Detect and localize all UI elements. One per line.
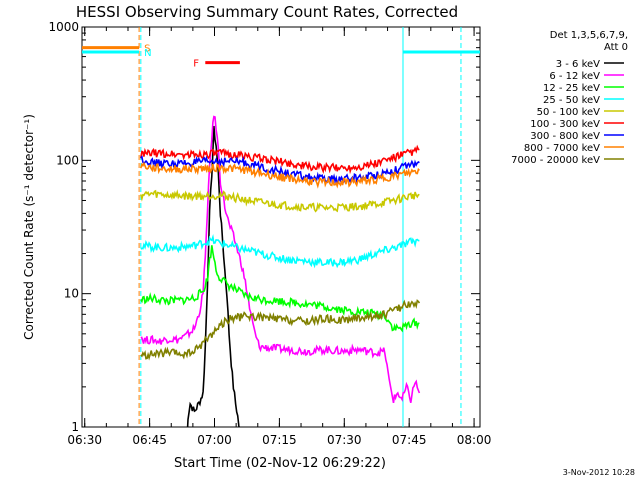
x-tick-label: 06:45 — [132, 433, 167, 447]
legend-label: 100 - 300 keV — [530, 119, 600, 130]
flag-label: S — [144, 44, 150, 55]
legend-label: 6 - 12 keV — [549, 71, 600, 82]
legend-label: 50 - 100 keV — [537, 107, 601, 118]
x-tick-label: 07:15 — [262, 433, 297, 447]
legend-label: 12 - 25 keV — [543, 83, 600, 94]
series-line — [140, 189, 420, 213]
series-line — [140, 144, 420, 175]
legend-label: 800 - 7000 keV — [524, 143, 600, 154]
chart-title: HESSI Observing Summary Count Rates, Cor… — [76, 3, 458, 21]
flag-label: F — [193, 59, 199, 70]
x-tick-label: 06:30 — [67, 433, 102, 447]
y-tick-label: 1 — [71, 420, 79, 434]
legend-label: 3 - 6 keV — [556, 59, 600, 70]
x-tick-label: 07:30 — [327, 433, 362, 447]
x-tick-label: 07:45 — [392, 433, 427, 447]
plot-frame — [81, 26, 481, 428]
x-axis-label: Start Time (02-Nov-12 06:29:22) — [174, 456, 386, 471]
x-tick-label: 07:00 — [197, 433, 232, 447]
legend-label: 300 - 800 keV — [530, 131, 600, 142]
series-line — [186, 125, 240, 427]
series-line — [140, 299, 421, 361]
series-line — [140, 245, 420, 333]
flag-label: N — [144, 48, 151, 59]
footer-date: 3-Nov-2012 10:28 — [563, 468, 635, 477]
legend-header-line-1: Det 1,3,5,6,7,9, — [550, 30, 628, 41]
legend-label: 7000 - 20000 keV — [511, 155, 600, 166]
series-line — [140, 234, 420, 269]
y-tick-label: 10 — [64, 287, 79, 301]
series-line — [140, 115, 421, 404]
x-tick-label: 08:00 — [457, 433, 492, 447]
series-line — [140, 161, 420, 189]
y-tick-label: 100 — [56, 153, 79, 167]
y-axis-label: Corrected Count Rate (s⁻¹ detector⁻¹) — [22, 114, 36, 340]
legend-label: 25 - 50 keV — [543, 95, 600, 106]
legend-header-line-2: Att 0 — [604, 42, 628, 53]
plot-area: 1 10 100 1000 06:30 06:45 07:00 07:15 07:30 07:45… — [48, 20, 492, 447]
y-tick-label: 1000 — [48, 20, 79, 34]
